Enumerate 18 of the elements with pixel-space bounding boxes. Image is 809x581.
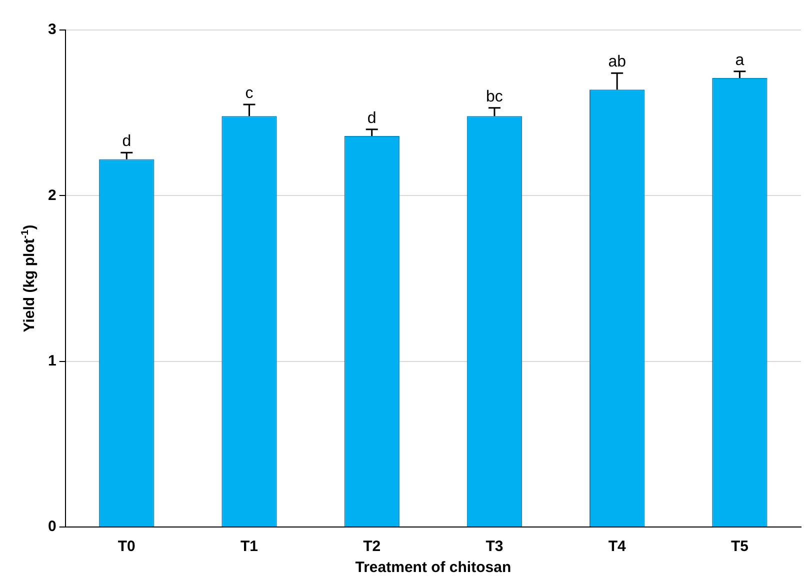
x-tick-label: T0: [118, 538, 136, 556]
annotation: c: [245, 84, 254, 102]
annotation: d: [122, 133, 132, 150]
x-tick-label: T3: [486, 538, 504, 556]
y-axis-title: Yield (kg plot-1): [20, 224, 38, 332]
annotation: ab: [608, 53, 626, 70]
y-tick-label: 2: [48, 186, 56, 204]
y-tick-label: 1: [48, 352, 56, 370]
annotation: a: [735, 52, 744, 69]
x-tick-label: T4: [608, 538, 626, 556]
x-tick-label: T1: [240, 538, 258, 556]
y-tick-label: 3: [48, 21, 56, 38]
x-tick-label: T2: [363, 538, 381, 556]
annotation: bc: [486, 88, 503, 106]
y-tick-label: 0: [48, 518, 56, 536]
annotation: d: [367, 110, 376, 127]
x-tick-label: T5: [730, 538, 748, 556]
x-axis-title: Treatment of chitosan: [355, 559, 512, 576]
